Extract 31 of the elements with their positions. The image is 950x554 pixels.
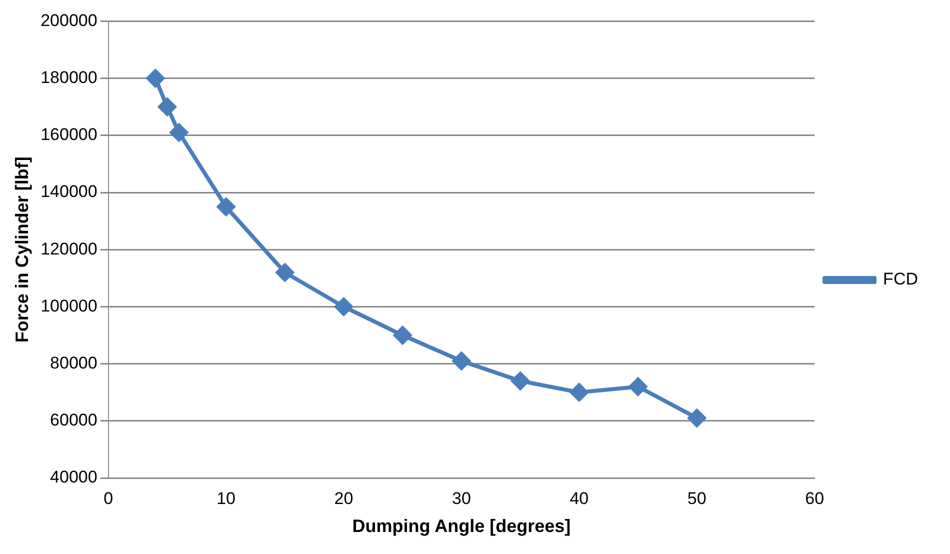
y-tick-label: 80000 xyxy=(50,353,98,372)
point xyxy=(276,263,294,282)
point xyxy=(570,383,588,402)
point xyxy=(170,124,188,142)
y-tick-label: 100000 xyxy=(40,296,98,316)
x-axis-title: Dumping Angle [degrees] xyxy=(352,516,571,536)
y-tick-label: 140000 xyxy=(40,182,98,202)
point xyxy=(158,98,176,116)
x-tick-label: 50 xyxy=(687,488,706,508)
point xyxy=(452,352,470,370)
x-tick-label: 30 xyxy=(452,488,471,508)
y-tick-label: 160000 xyxy=(40,125,98,144)
x-tick-label: 0 xyxy=(104,488,114,508)
y-tick-label: 40000 xyxy=(50,468,98,487)
y-tick-label: 200000 xyxy=(40,10,98,30)
point xyxy=(688,409,706,428)
point xyxy=(629,378,648,396)
y-tick-label: 180000 xyxy=(40,68,98,87)
point xyxy=(394,326,412,344)
x-tick-label: 40 xyxy=(570,488,589,508)
y-tick-label: 60000 xyxy=(50,410,98,430)
point xyxy=(334,298,353,316)
point xyxy=(217,198,236,216)
point xyxy=(146,69,164,88)
point xyxy=(511,372,530,390)
y-axis-title: Force in Cylinder [lbf] xyxy=(12,156,32,343)
x-tick-label: 10 xyxy=(216,488,236,508)
x-tick-label: 20 xyxy=(334,488,354,508)
legend-label: FCD xyxy=(883,270,918,289)
y-tick-label: 120000 xyxy=(40,239,98,258)
x-tick-label: 60 xyxy=(805,488,824,508)
